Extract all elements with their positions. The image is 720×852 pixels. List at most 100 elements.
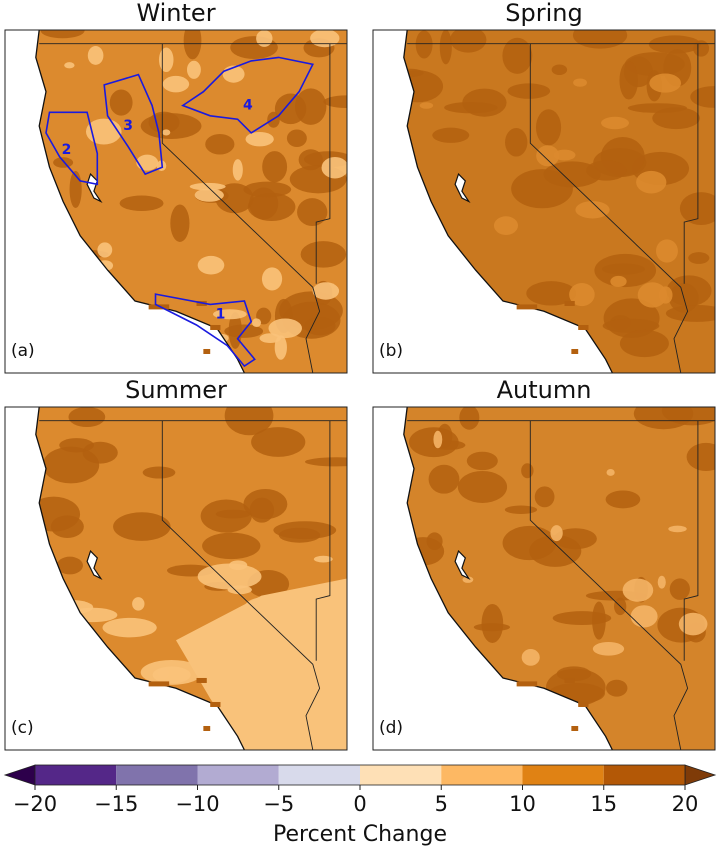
dark-patch [205,133,235,155]
dark-patch [686,442,715,472]
island [564,677,575,683]
region-label: 3 [123,118,133,134]
light-patch [87,45,104,65]
dark-patch [262,151,288,183]
colorbar-tick-label: 15 [590,792,617,816]
dark-patch [502,37,533,74]
dark-patch [428,464,460,494]
dark-patch [119,195,164,211]
panel-label: (b) [379,341,403,361]
state-border [315,420,331,661]
dark-patch [586,160,627,181]
colorbar-tick-label: −15 [94,792,138,816]
panel-title: Spring [505,0,582,27]
dark-patch [648,35,701,54]
colorbar-tick-label: 20 [672,792,699,816]
dark-patch [298,149,323,171]
state-border [683,43,699,284]
dark-patch [690,86,715,108]
dark-patch [415,30,433,59]
colorbar-bin [35,765,117,785]
colorbar-bin [603,765,685,785]
dark-patch [109,89,133,116]
light-patch [312,282,340,300]
dark-patch [224,407,274,436]
island [203,725,211,731]
colorbar-bin [441,765,523,785]
dark-patch [592,601,606,640]
island [516,681,538,687]
light-patch [569,283,595,307]
light-patch [162,129,171,136]
dark-patch [665,304,715,322]
panel-frame [4,406,348,751]
island [564,300,575,306]
region-outline [154,293,256,368]
panel-label: (d) [379,718,403,738]
light-patch [268,318,302,339]
light-patch [310,30,340,48]
colorbar-bin [360,765,442,785]
dark-patch [462,88,507,117]
colorbar-bin [197,765,279,785]
dark-patch [507,83,551,99]
light-patch [575,201,610,219]
light-patch [433,430,443,449]
island [148,681,170,687]
dark-patch [439,30,452,65]
light-patch [213,309,247,320]
light-patch [132,597,145,611]
light-patch [592,641,625,656]
light-patch [158,47,174,73]
light-patch [610,275,627,287]
light-patch [228,560,248,571]
dark-patch [505,128,528,157]
dark-patch [624,52,685,77]
light-patch [274,335,287,360]
light-patch [251,318,262,328]
panel-frame [4,29,348,374]
dark-patch [68,407,106,428]
dark-patch [521,463,534,479]
dark-patch [601,263,645,275]
colorbar-tick-label: −10 [175,792,219,816]
light-patch [658,286,673,304]
region-outline [45,111,99,186]
map-panel [372,406,716,751]
dark-patch [53,157,74,168]
dark-patch [170,204,190,242]
state-border [529,43,689,374]
state-border [315,43,331,284]
dark-patch [688,252,710,264]
light-patch [85,118,122,145]
state-border [529,420,689,751]
light-patch [550,525,563,542]
dark-patch [572,30,628,49]
light-patch [158,667,170,680]
island [578,701,589,707]
dark-patch [450,30,487,53]
dark-patch [215,509,251,519]
light-patch [521,649,540,666]
dark-patch [273,521,337,540]
dark-patch [300,241,347,268]
dark-patch [247,192,296,222]
state-border [683,420,699,661]
light-patch [140,659,203,685]
dark-patch [40,30,85,39]
light-patch [573,78,587,87]
island [516,304,538,310]
light-patch [136,154,159,171]
light-patch [649,73,682,93]
region-label: 1 [216,307,226,323]
land-shading [403,30,715,358]
dark-patch [243,489,288,520]
light-patch [194,188,224,202]
light-patch [261,267,283,291]
dark-patch [526,281,577,306]
dark-patch [502,525,557,561]
colorbar-bin [522,765,604,785]
dark-patch [56,556,83,575]
light-patch [637,282,667,308]
